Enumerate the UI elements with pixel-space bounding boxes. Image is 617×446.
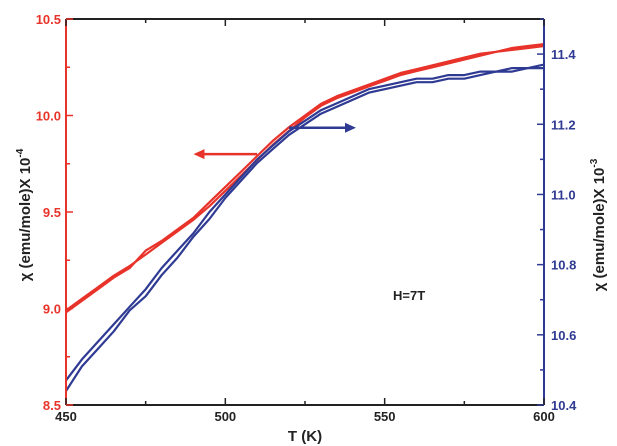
x-axis-label: T (K) xyxy=(288,428,322,445)
right-axis-exponent: -3 xyxy=(589,158,600,167)
series-line-3 xyxy=(65,63,545,382)
series-line-1 xyxy=(65,44,545,312)
right-tick-label: 11.0 xyxy=(551,187,576,202)
x-axis-title: T (K) xyxy=(288,428,322,445)
field-annotation: H=7T xyxy=(393,288,425,303)
left-tick-label: 10.5 xyxy=(36,12,61,27)
svg-text:χ (emu/mole)X 10-4: χ (emu/mole)X 10-4 xyxy=(15,148,34,281)
x-tick-label: 450 xyxy=(55,409,77,424)
left-axis-label: χ (emu/mole)X 10 xyxy=(17,158,34,282)
right-axis-title: χ (emu/mole)X 10-3 xyxy=(589,158,608,291)
right-tick-label: 10.8 xyxy=(551,258,576,273)
left-tick-label: 10.0 xyxy=(36,109,61,124)
left-tick-label: 9.5 xyxy=(43,205,61,220)
x-tick-label: 600 xyxy=(533,409,555,424)
tick-labels: 450 500 550 600 8.5 9.0 9.5 10.0 10.5 10.4 10.6 10.… xyxy=(36,12,577,424)
left-tick-label: 9.0 xyxy=(43,302,61,317)
axis-arrow-left xyxy=(193,149,258,160)
right-tick-label: 11.2 xyxy=(551,117,576,132)
arrow-head xyxy=(344,122,356,133)
right-axis-label: χ (emu/mole)X 10 xyxy=(591,168,608,292)
axis-ticks xyxy=(65,18,545,406)
plot-area xyxy=(65,43,545,392)
left-axis-title: χ (emu/mole)X 10-4 xyxy=(15,148,34,281)
series-line-4 xyxy=(65,66,544,392)
x-tick-label: 550 xyxy=(374,409,396,424)
svg-text:χ (emu/mole)X 10-3: χ (emu/mole)X 10-3 xyxy=(589,158,608,291)
left-tick-label: 8.5 xyxy=(43,398,61,413)
right-tick-label: 11.4 xyxy=(551,47,576,62)
x-tick-label: 500 xyxy=(214,409,236,424)
right-tick-label: 10.4 xyxy=(551,398,577,413)
left-axis-exponent: -4 xyxy=(15,148,26,157)
axis-arrow-right xyxy=(289,122,356,133)
series-line-2 xyxy=(65,43,545,314)
right-tick-label: 10.6 xyxy=(551,328,576,343)
arrow-head xyxy=(193,149,205,160)
